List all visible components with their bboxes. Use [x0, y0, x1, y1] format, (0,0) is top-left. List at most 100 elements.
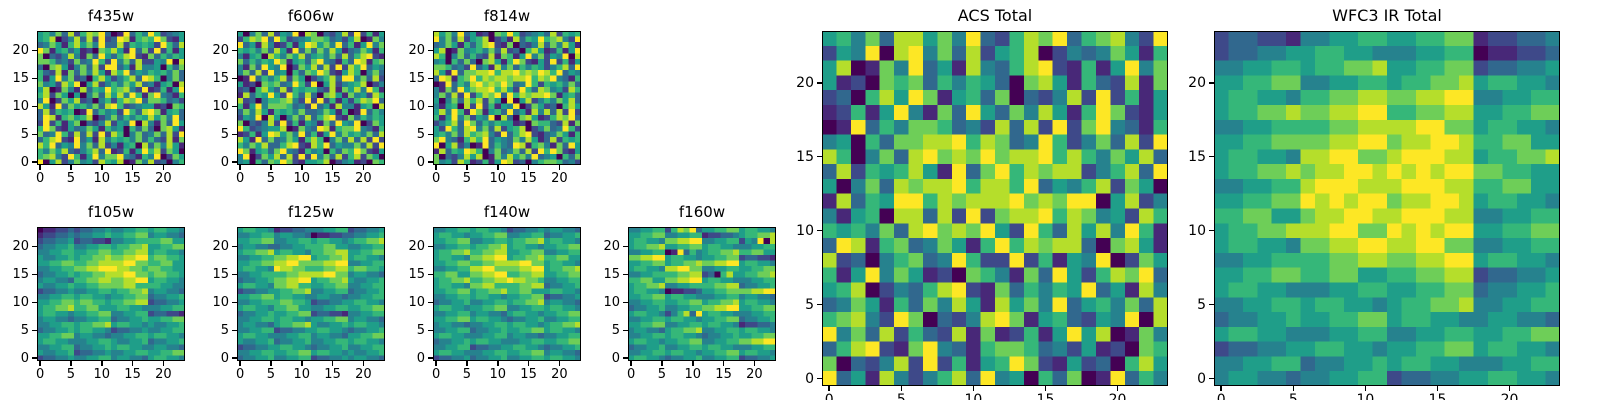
- x-tick-label: 20: [1500, 392, 1519, 400]
- panel-title-f606w: f606w: [287, 7, 335, 25]
- y-tick-mark: [1209, 82, 1214, 84]
- x-tick-mark: [39, 361, 41, 366]
- heatmap-canvas-f160w: [628, 227, 776, 361]
- x-tick-mark: [527, 361, 530, 366]
- y-tick-mark: [1209, 155, 1214, 158]
- panel-f435w: f435w 0 5 10 15 20 0 5 10 15 20: [12, 7, 185, 185]
- y-tick-mark: [817, 155, 822, 158]
- x-tick-mark: [301, 361, 303, 366]
- panel-f125w: f125w 0 5 10 15 20 0 5 10 15 20: [212, 203, 385, 381]
- y-tick-mark: [817, 303, 822, 306]
- y-tick-label: 5: [20, 126, 29, 142]
- x-tick-label: 0: [235, 367, 245, 382]
- y-tick-label: 5: [220, 322, 229, 338]
- y-tick-label: 10: [408, 294, 425, 310]
- y-tick-label: 15: [796, 148, 814, 165]
- y-tick-label: 20: [212, 43, 229, 59]
- panel-title-f140w: f140w: [483, 203, 531, 221]
- x-tick-mark: [239, 165, 241, 170]
- x-tick-mark: [1436, 386, 1439, 391]
- y-tick-mark: [232, 105, 237, 108]
- x-tick-label: 15: [1428, 392, 1447, 400]
- x-tick-mark: [239, 361, 241, 366]
- x-tick-mark: [435, 165, 437, 170]
- y-tick-mark: [428, 245, 433, 248]
- y-tick-label: 5: [1197, 296, 1206, 313]
- x-tick-mark: [753, 361, 756, 366]
- x-tick-mark: [497, 165, 499, 170]
- x-tick-label: 5: [462, 171, 472, 186]
- y-tick-mark: [32, 133, 37, 136]
- y-tick-mark: [232, 273, 237, 276]
- y-tick-mark: [428, 357, 433, 359]
- x-tick-label: 5: [66, 367, 76, 382]
- y-tick-mark: [428, 49, 433, 52]
- x-tick-mark: [558, 165, 561, 170]
- y-tick-mark: [232, 161, 237, 163]
- y-tick-mark: [1209, 303, 1214, 306]
- y-tick-mark: [232, 77, 237, 80]
- heatmap-canvas-f814w: [433, 31, 581, 165]
- heatmap-canvas-acs-total: [822, 31, 1168, 386]
- y-tick-label: 15: [12, 266, 29, 282]
- x-tick-label: 5: [1288, 392, 1298, 400]
- x-tick-label: 10: [93, 367, 111, 382]
- y-tick-label: 5: [20, 322, 29, 338]
- y-tick-mark: [428, 301, 433, 304]
- y-tick-mark: [232, 357, 237, 359]
- x-tick-label: 15: [715, 367, 732, 382]
- y-tick-mark: [623, 273, 628, 276]
- x-tick-mark: [527, 165, 530, 170]
- x-tick-label: 5: [66, 171, 76, 186]
- x-tick-label: 20: [355, 367, 372, 382]
- x-tick-mark: [331, 165, 334, 170]
- y-tick-label: 5: [611, 322, 620, 338]
- x-tick-mark: [101, 361, 103, 366]
- x-tick-label: 0: [626, 367, 636, 382]
- y-tick-mark: [32, 273, 37, 276]
- y-tick-label: 10: [212, 294, 229, 310]
- y-tick-label: 15: [212, 70, 229, 86]
- x-tick-mark: [1364, 386, 1367, 391]
- x-tick-label: 10: [1356, 392, 1375, 400]
- x-tick-mark: [70, 165, 72, 170]
- x-tick-label: 10: [93, 171, 111, 186]
- y-tick-mark: [32, 329, 37, 332]
- y-tick-label: 15: [1188, 148, 1206, 165]
- x-tick-mark: [131, 361, 134, 366]
- x-tick-mark: [435, 361, 437, 366]
- x-tick-label: 5: [896, 392, 906, 400]
- y-tick-label: 0: [20, 154, 29, 170]
- y-tick-label: 0: [1197, 370, 1206, 387]
- x-tick-mark: [1292, 386, 1295, 391]
- x-tick-mark: [162, 165, 165, 170]
- x-tick-label: 15: [1036, 392, 1055, 400]
- x-tick-label: 0: [35, 367, 45, 382]
- y-tick-label: 5: [805, 296, 814, 313]
- x-tick-mark: [101, 165, 103, 170]
- panel-f105w: f105w 0 5 10 15 20 0 5 10 15 20: [12, 203, 185, 381]
- y-tick-label: 20: [408, 43, 425, 59]
- y-tick-mark: [623, 245, 628, 248]
- y-tick-mark: [428, 77, 433, 80]
- x-tick-label: 15: [124, 367, 141, 382]
- x-tick-mark: [828, 386, 830, 391]
- panel-f606w: f606w 0 5 10 15 20 0 5 10 15 20: [212, 7, 385, 185]
- y-tick-mark: [32, 49, 37, 52]
- x-tick-label: 20: [551, 367, 568, 382]
- y-tick-label: 5: [416, 322, 425, 338]
- x-tick-mark: [1116, 386, 1119, 391]
- y-tick-label: 20: [12, 43, 29, 59]
- x-tick-label: 10: [293, 171, 311, 186]
- x-tick-mark: [972, 386, 975, 391]
- heatmap-canvas-f140w: [433, 227, 581, 361]
- y-tick-label: 20: [408, 239, 425, 255]
- x-tick-mark: [1508, 386, 1511, 391]
- y-tick-mark: [32, 77, 37, 80]
- panel-title-f160w: f160w: [678, 203, 726, 221]
- heatmap-canvas-f105w: [37, 227, 185, 361]
- y-tick-mark: [428, 161, 433, 163]
- y-tick-label: 15: [212, 266, 229, 282]
- x-tick-label: 20: [155, 367, 172, 382]
